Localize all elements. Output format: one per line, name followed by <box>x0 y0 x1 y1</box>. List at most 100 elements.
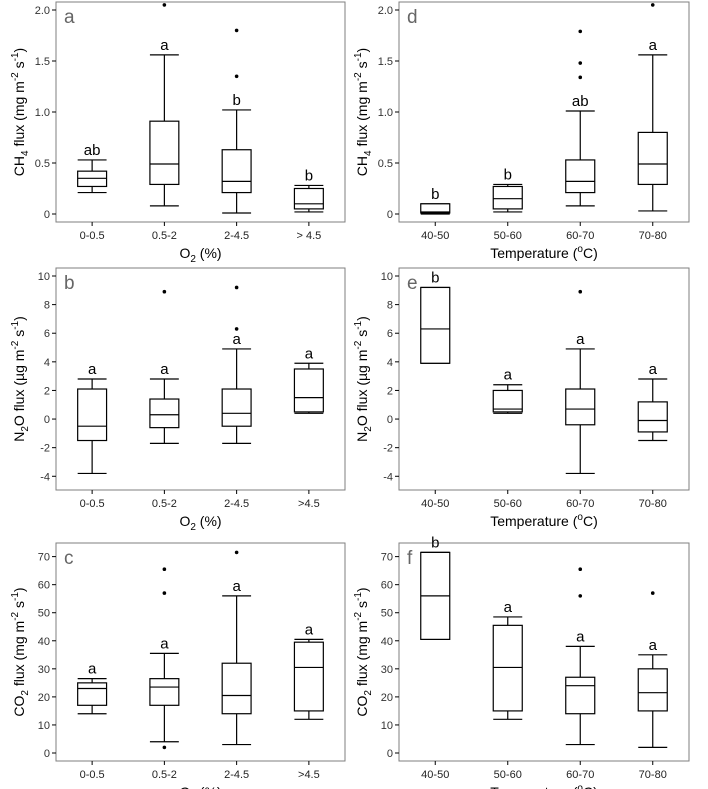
y-tick-label: 0.5 <box>35 158 50 170</box>
x-axis-label: O2 (%) <box>179 784 221 789</box>
significance-letter: a <box>649 361 658 378</box>
y-tick-label: 2 <box>387 385 393 397</box>
x-category-label: > 4.5 <box>296 230 321 242</box>
significance-letter: b <box>504 166 512 183</box>
outlier-point <box>162 745 167 750</box>
significance-letter: b <box>305 167 313 184</box>
y-axis-label: CH4 flux (mg m-2 s-1) <box>10 48 31 176</box>
y-tick-label: -4 <box>383 471 393 483</box>
x-category-label: 50-60 <box>494 769 522 781</box>
iqr-box <box>565 159 596 194</box>
x-axis-label: O2 (%) <box>179 245 221 265</box>
box-3: a <box>637 3 668 212</box>
y-axis-label: N2O flux (µg m-2 s-1) <box>353 316 374 442</box>
y-tick-label: 40 <box>38 636 50 648</box>
y-tick-label: 6 <box>387 328 393 340</box>
x-category-label: 0.5-2 <box>152 498 177 510</box>
chart-panel-f: 0 10 20 30 40 50 60 70 40-50 50-60 60-70 70-80 Tempe… <box>353 534 690 789</box>
iqr-box <box>637 131 668 186</box>
y-tick-label: 60 <box>381 580 393 592</box>
y-tick-label: 2.0 <box>35 5 50 17</box>
y-axis-label: CO2 flux (mg m-2 s-1) <box>10 587 31 716</box>
iqr-box <box>565 388 596 426</box>
y-tick-label: 30 <box>381 664 393 676</box>
x-category-label: 2-4.5 <box>224 498 249 510</box>
x-category-label: 2-4.5 <box>224 769 249 781</box>
y-tick-label: 10 <box>38 720 50 732</box>
y-tick-label: -2 <box>383 443 393 455</box>
significance-letter: a <box>576 628 585 645</box>
box-2: a <box>221 285 252 444</box>
chart-panel-c: 0 10 20 30 40 50 60 70 0-0.5 0.5-2 2-4.5 >4.5 O2 (%)… <box>10 542 346 789</box>
panel-letter: b <box>64 273 75 294</box>
y-tick-label: 2.0 <box>378 5 393 17</box>
x-category-label: 40-50 <box>421 230 449 242</box>
panel-letter: e <box>407 273 418 294</box>
y-tick-label: 0 <box>387 414 393 426</box>
outlier-point <box>578 594 583 598</box>
y-tick-label: 20 <box>381 692 393 704</box>
iqr-box <box>221 662 252 715</box>
panel-letter: d <box>407 7 418 28</box>
plot-frame <box>55 267 346 491</box>
x-category-label: 40-50 <box>421 498 449 510</box>
panel-letter: f <box>407 548 413 569</box>
box-2: ab <box>565 29 596 207</box>
y-tick-label: 0 <box>387 748 393 760</box>
y-tick-label: 1.0 <box>35 107 50 119</box>
x-category-label: 60-70 <box>566 498 594 510</box>
significance-letter: a <box>504 599 513 616</box>
x-category-label: 50-60 <box>494 498 522 510</box>
box-1: a <box>492 599 523 720</box>
box-1: a <box>149 567 180 750</box>
x-axis-label: Temperature (oC) <box>490 783 598 789</box>
significance-letter: ab <box>572 93 589 110</box>
y-tick-label: 10 <box>381 271 393 283</box>
box-1: a <box>149 3 180 207</box>
iqr-box <box>221 388 252 427</box>
x-category-label: 0-0.5 <box>80 230 105 242</box>
box-0: a <box>77 661 108 715</box>
y-tick-label: 50 <box>38 608 50 620</box>
outlier-point <box>650 591 655 595</box>
iqr-box <box>637 401 668 433</box>
y-tick-label: 20 <box>38 692 50 704</box>
outlier-point <box>578 567 583 572</box>
box-3: b <box>293 167 324 213</box>
significance-letter: a <box>649 37 658 54</box>
y-tick-label: 60 <box>38 580 50 592</box>
box-0: a <box>77 361 108 475</box>
significance-letter: b <box>232 92 240 109</box>
x-axis-label: Temperature (oC) <box>490 512 598 529</box>
significance-letter: b <box>431 186 439 203</box>
x-category-label: 50-60 <box>494 230 522 242</box>
x-category-label: 70-80 <box>639 230 667 242</box>
x-category-label: 40-50 <box>421 769 449 781</box>
iqr-box <box>293 368 324 413</box>
significance-letter: a <box>232 331 241 348</box>
y-tick-label: 4 <box>44 357 50 369</box>
iqr-box <box>77 388 108 442</box>
significance-letter: a <box>649 637 658 654</box>
significance-letter: a <box>160 37 169 54</box>
iqr-box <box>77 682 108 706</box>
x-category-label: 0.5-2 <box>152 230 177 242</box>
x-category-label: 0-0.5 <box>80 769 105 781</box>
y-tick-label: 1.5 <box>378 56 393 68</box>
y-tick-label: 30 <box>38 664 50 676</box>
outlier-point <box>578 61 583 65</box>
iqr-box <box>221 149 252 194</box>
x-category-label: 60-70 <box>566 230 594 242</box>
outlier-point <box>578 29 583 34</box>
box-1: a <box>149 289 180 444</box>
chart-panel-a: 0 0.5 1.0 1.5 2.0 0-0.5 0.5-2 2-4.5 > 4.5 O2 (%) C… <box>10 1 346 265</box>
box-0: b <box>420 186 451 215</box>
significance-letter: a <box>160 361 169 378</box>
x-category-label: 60-70 <box>566 769 594 781</box>
outlier-point <box>162 289 167 294</box>
y-tick-label: 4 <box>387 357 393 369</box>
box-2: a <box>565 289 596 475</box>
y-tick-label: 0 <box>44 414 50 426</box>
outlier-point <box>578 75 583 80</box>
